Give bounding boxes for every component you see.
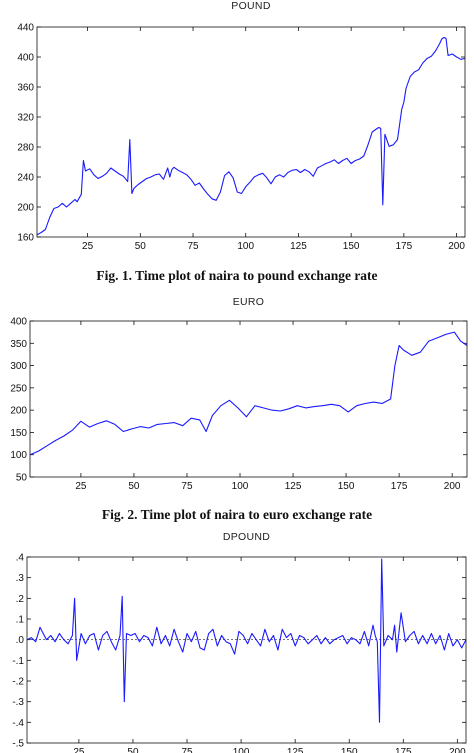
x-tick-label: 75 — [181, 747, 193, 753]
y-tick-label: 320 — [17, 113, 34, 124]
x-tick-label: 200 — [448, 241, 465, 252]
chart-3: DPOUND -.5 -.4 -.3 -.2 -.1 .0 .1 .2 .3 .4 25 50 75 100… — [12, 531, 467, 753]
y-tick-label: 350 — [10, 339, 27, 350]
series-line — [26, 558, 467, 723]
y-tick-label: 200 — [17, 203, 34, 214]
y-tick-label: 240 — [17, 173, 34, 184]
y-tick-label: 400 — [10, 317, 27, 328]
x-tick-label: 50 — [127, 747, 139, 753]
y-tick-label: .1 — [16, 615, 25, 626]
fig1-caption: Fig. 1. Time plot of naira to pound exch… — [96, 268, 378, 283]
chart-1: POUND 160 200 240 280 320 360 400 440 25 50 75 100 12… — [17, 0, 466, 252]
x-tick-label: 175 — [396, 241, 413, 252]
x-tick-label: 100 — [233, 747, 250, 753]
y-tick-label: 150 — [10, 428, 27, 439]
y-tick-label: -.2 — [12, 677, 24, 688]
x-tick-label: 25 — [82, 241, 94, 252]
y-tick-label: 400 — [17, 53, 34, 64]
x-tick-label: 75 — [187, 241, 199, 252]
fig2-caption: Fig. 2. Time plot of naira to euro excha… — [101, 507, 373, 522]
y-tick-label: 280 — [17, 143, 34, 154]
y-tick-label: 160 — [17, 233, 34, 244]
y-tick-label: 300 — [10, 361, 27, 372]
y-tick-label: 360 — [17, 83, 34, 94]
y-tick-label: -.1 — [12, 656, 24, 667]
x-tick-label: 150 — [341, 747, 358, 753]
y-tick-label: .0 — [16, 635, 25, 646]
y-tick-label: -.3 — [12, 697, 24, 708]
series-line — [29, 331, 468, 456]
chart-title: DPOUND — [223, 531, 270, 543]
x-tick-label: 200 — [444, 481, 461, 492]
chart-title: EURO — [233, 296, 265, 308]
y-tick-label: 100 — [10, 450, 27, 461]
x-tick-label: 25 — [73, 747, 85, 753]
x-tick-label: 50 — [135, 241, 147, 252]
y-tick-label: -.5 — [12, 739, 24, 750]
plot-frame — [29, 320, 468, 478]
series-line — [36, 36, 466, 236]
x-tick-label: 100 — [237, 241, 254, 252]
y-tick-label: -.4 — [12, 718, 24, 729]
chart-2: EURO 50 100 150 200 250 300 350 400 25 50 75 100 125 1… — [10, 296, 468, 492]
x-tick-label: 125 — [290, 241, 307, 252]
y-tick-label: .3 — [16, 573, 25, 584]
y-tick-label: 50 — [16, 473, 28, 484]
x-tick-label: 125 — [287, 747, 304, 753]
y-tick-label: 200 — [10, 406, 27, 417]
y-tick-label: 250 — [10, 383, 27, 394]
chart-title: POUND — [231, 0, 271, 12]
x-tick-label: 150 — [343, 241, 360, 252]
y-tick-label: .4 — [16, 553, 25, 564]
y-tick-label: .2 — [16, 594, 25, 605]
x-tick-label: 150 — [338, 481, 355, 492]
x-tick-label: 25 — [75, 481, 87, 492]
x-tick-label: 100 — [232, 481, 249, 492]
plot-frame — [36, 26, 466, 238]
x-tick-label: 175 — [395, 747, 412, 753]
x-tick-label: 125 — [285, 481, 302, 492]
x-tick-label: 75 — [181, 481, 193, 492]
plot-frame — [26, 556, 467, 744]
x-tick-label: 200 — [449, 747, 466, 753]
y-tick-label: 440 — [17, 23, 34, 34]
x-tick-label: 50 — [128, 481, 140, 492]
x-tick-label: 175 — [391, 481, 408, 492]
